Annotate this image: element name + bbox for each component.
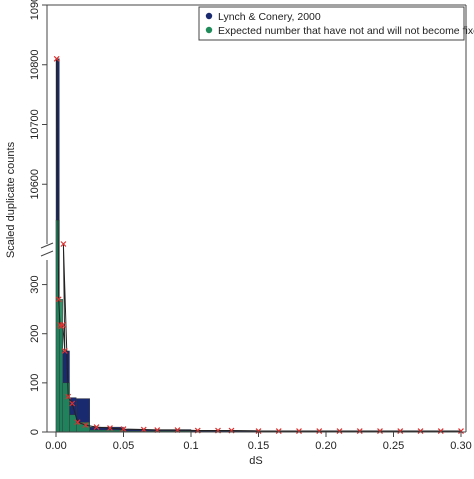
histogram-bar-expected-3 — [70, 415, 77, 432]
y-lower-tick-1-label: 100 — [29, 374, 41, 392]
fitted-curve-line — [57, 59, 461, 431]
legend-marker-expected — [206, 27, 212, 33]
bars-layer — [56, 59, 461, 432]
y-lower-tick-2-label: 200 — [29, 325, 41, 343]
y-upper-tick-2-label: 10800 — [29, 49, 41, 80]
x-tick-label-0: 0.00 — [45, 440, 66, 452]
y-upper-tick-0-label: 10600 — [29, 169, 41, 200]
y-lower-tick-0-label: 0 — [29, 429, 41, 435]
legend: Lynch & Conery, 2000 Expected number tha… — [199, 7, 474, 40]
y-upper-tick-3-label: 10900 — [29, 0, 41, 20]
fitted-curve-layer — [54, 56, 463, 433]
legend-marker-lynch — [206, 13, 212, 19]
y-lower-tick-3-label: 300 — [29, 275, 41, 293]
x-tick-label-2: 0.1 — [183, 440, 198, 452]
x-tick-label-3: 0.15 — [248, 440, 269, 452]
x-tick-label-1: 0.05 — [113, 440, 134, 452]
x-axis-label: dS — [249, 455, 262, 467]
x-tick-label-5: 0.25 — [383, 440, 404, 452]
x-tick-label-4: 0.20 — [315, 440, 336, 452]
y-upper-tick-1-label: 10700 — [29, 109, 41, 140]
y-ticks: 0 100 200 300 10600 10700 10800 10900 — [29, 0, 47, 435]
legend-label-expected: Expected number that have not and will n… — [218, 25, 474, 37]
y-axis-label: Scaled duplicate counts — [5, 141, 17, 258]
x-ticks: 0.00 0.05 0.1 0.15 0.20 0.25 0.30 — [45, 432, 471, 452]
legend-label-lynch: Lynch & Conery, 2000 — [218, 11, 321, 23]
x-tick-label-6: 0.30 — [450, 440, 471, 452]
axes-layer — [41, 5, 466, 432]
axis-break-mark — [41, 243, 53, 256]
